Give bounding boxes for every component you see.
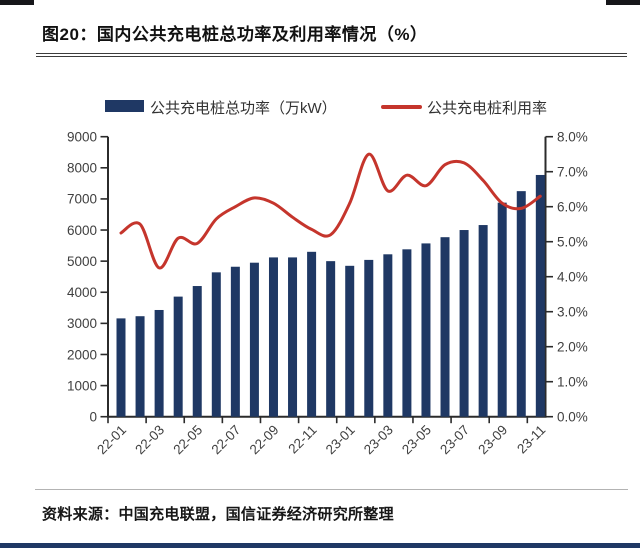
bottom-border-bar bbox=[0, 543, 640, 548]
bar bbox=[249, 262, 259, 417]
x-axis-label: 23-07 bbox=[437, 422, 472, 457]
bar bbox=[230, 266, 240, 417]
y-axis-label-left: 0 bbox=[89, 410, 97, 425]
utilization-line bbox=[119, 152, 542, 270]
y-axis-label-left: 7000 bbox=[67, 192, 97, 207]
top-left-border-mark bbox=[0, 0, 34, 5]
y-axis-label-right: 1.0% bbox=[557, 375, 588, 390]
y-axis-label-right: 8.0% bbox=[557, 130, 588, 145]
x-axis-label: 22-03 bbox=[132, 422, 167, 457]
x-axis-label: 22-01 bbox=[94, 422, 129, 457]
bar bbox=[345, 265, 355, 417]
y-axis-label-right: 6.0% bbox=[557, 200, 588, 215]
y-axis-label-left: 4000 bbox=[67, 285, 97, 300]
bar bbox=[478, 225, 488, 417]
x-axis-label: 23-05 bbox=[399, 422, 434, 457]
y-axis-label-left: 8000 bbox=[67, 161, 97, 176]
source-text: 资料来源：中国充电联盟，国信证券经济研究所整理 bbox=[42, 506, 394, 523]
y-axis-label-left: 5000 bbox=[67, 254, 97, 269]
legend-bar-swatch bbox=[105, 100, 144, 112]
bar bbox=[173, 296, 183, 417]
bar bbox=[402, 249, 412, 417]
chart-title: 图20：国内公共充电桩总功率及利用率情况（%） bbox=[42, 25, 428, 44]
bar bbox=[440, 237, 450, 417]
legend: 公共充电桩总功率（万kW） 公共充电桩利用率 bbox=[0, 96, 640, 118]
bar bbox=[268, 257, 278, 417]
legend-line-swatch bbox=[381, 105, 422, 109]
legend-bar-label: 公共充电桩总功率（万kW） bbox=[150, 100, 337, 117]
y-axis-label-right: 5.0% bbox=[557, 235, 588, 250]
y-axis-label-right: 0.0% bbox=[557, 410, 588, 425]
bar bbox=[421, 243, 431, 417]
bar bbox=[116, 318, 126, 417]
x-axis-label: 22-07 bbox=[208, 422, 243, 457]
y-axis-label-left: 6000 bbox=[67, 223, 97, 238]
x-axis-label: 23-11 bbox=[514, 422, 548, 456]
bar bbox=[135, 316, 145, 417]
bar bbox=[288, 257, 298, 417]
x-axis-label: 22-05 bbox=[170, 422, 205, 457]
bar bbox=[459, 230, 469, 417]
bar bbox=[211, 272, 221, 417]
x-axis-label: 23-03 bbox=[361, 422, 396, 457]
bar bbox=[326, 261, 336, 417]
bar bbox=[307, 251, 317, 417]
x-axis-label: 22-09 bbox=[247, 422, 282, 457]
bar bbox=[383, 254, 393, 417]
x-axis-label: 23-09 bbox=[475, 422, 510, 457]
y-axis-label-right: 3.0% bbox=[557, 305, 588, 320]
y-axis-label-left: 1000 bbox=[67, 378, 97, 393]
y-axis-label-left: 9000 bbox=[67, 130, 97, 145]
y-axis-label-right: 4.0% bbox=[557, 270, 588, 285]
source-divider bbox=[35, 489, 628, 490]
x-axis-label: 23-01 bbox=[323, 422, 358, 457]
y-axis-label-right: 2.0% bbox=[557, 340, 588, 355]
x-axis-label: 22-11 bbox=[285, 422, 319, 456]
bar bbox=[497, 202, 507, 417]
y-axis-label-left: 2000 bbox=[67, 347, 97, 362]
y-axis-label-right: 7.0% bbox=[557, 165, 588, 180]
bar bbox=[516, 191, 526, 417]
legend-line-label: 公共充电桩利用率 bbox=[427, 100, 548, 117]
top-right-border-mark bbox=[606, 0, 640, 5]
y-axis-label-left: 3000 bbox=[67, 316, 97, 331]
bar bbox=[364, 259, 374, 417]
bar bbox=[154, 309, 164, 417]
title-divider bbox=[36, 53, 627, 57]
bar bbox=[192, 286, 202, 417]
bar bbox=[535, 174, 545, 417]
